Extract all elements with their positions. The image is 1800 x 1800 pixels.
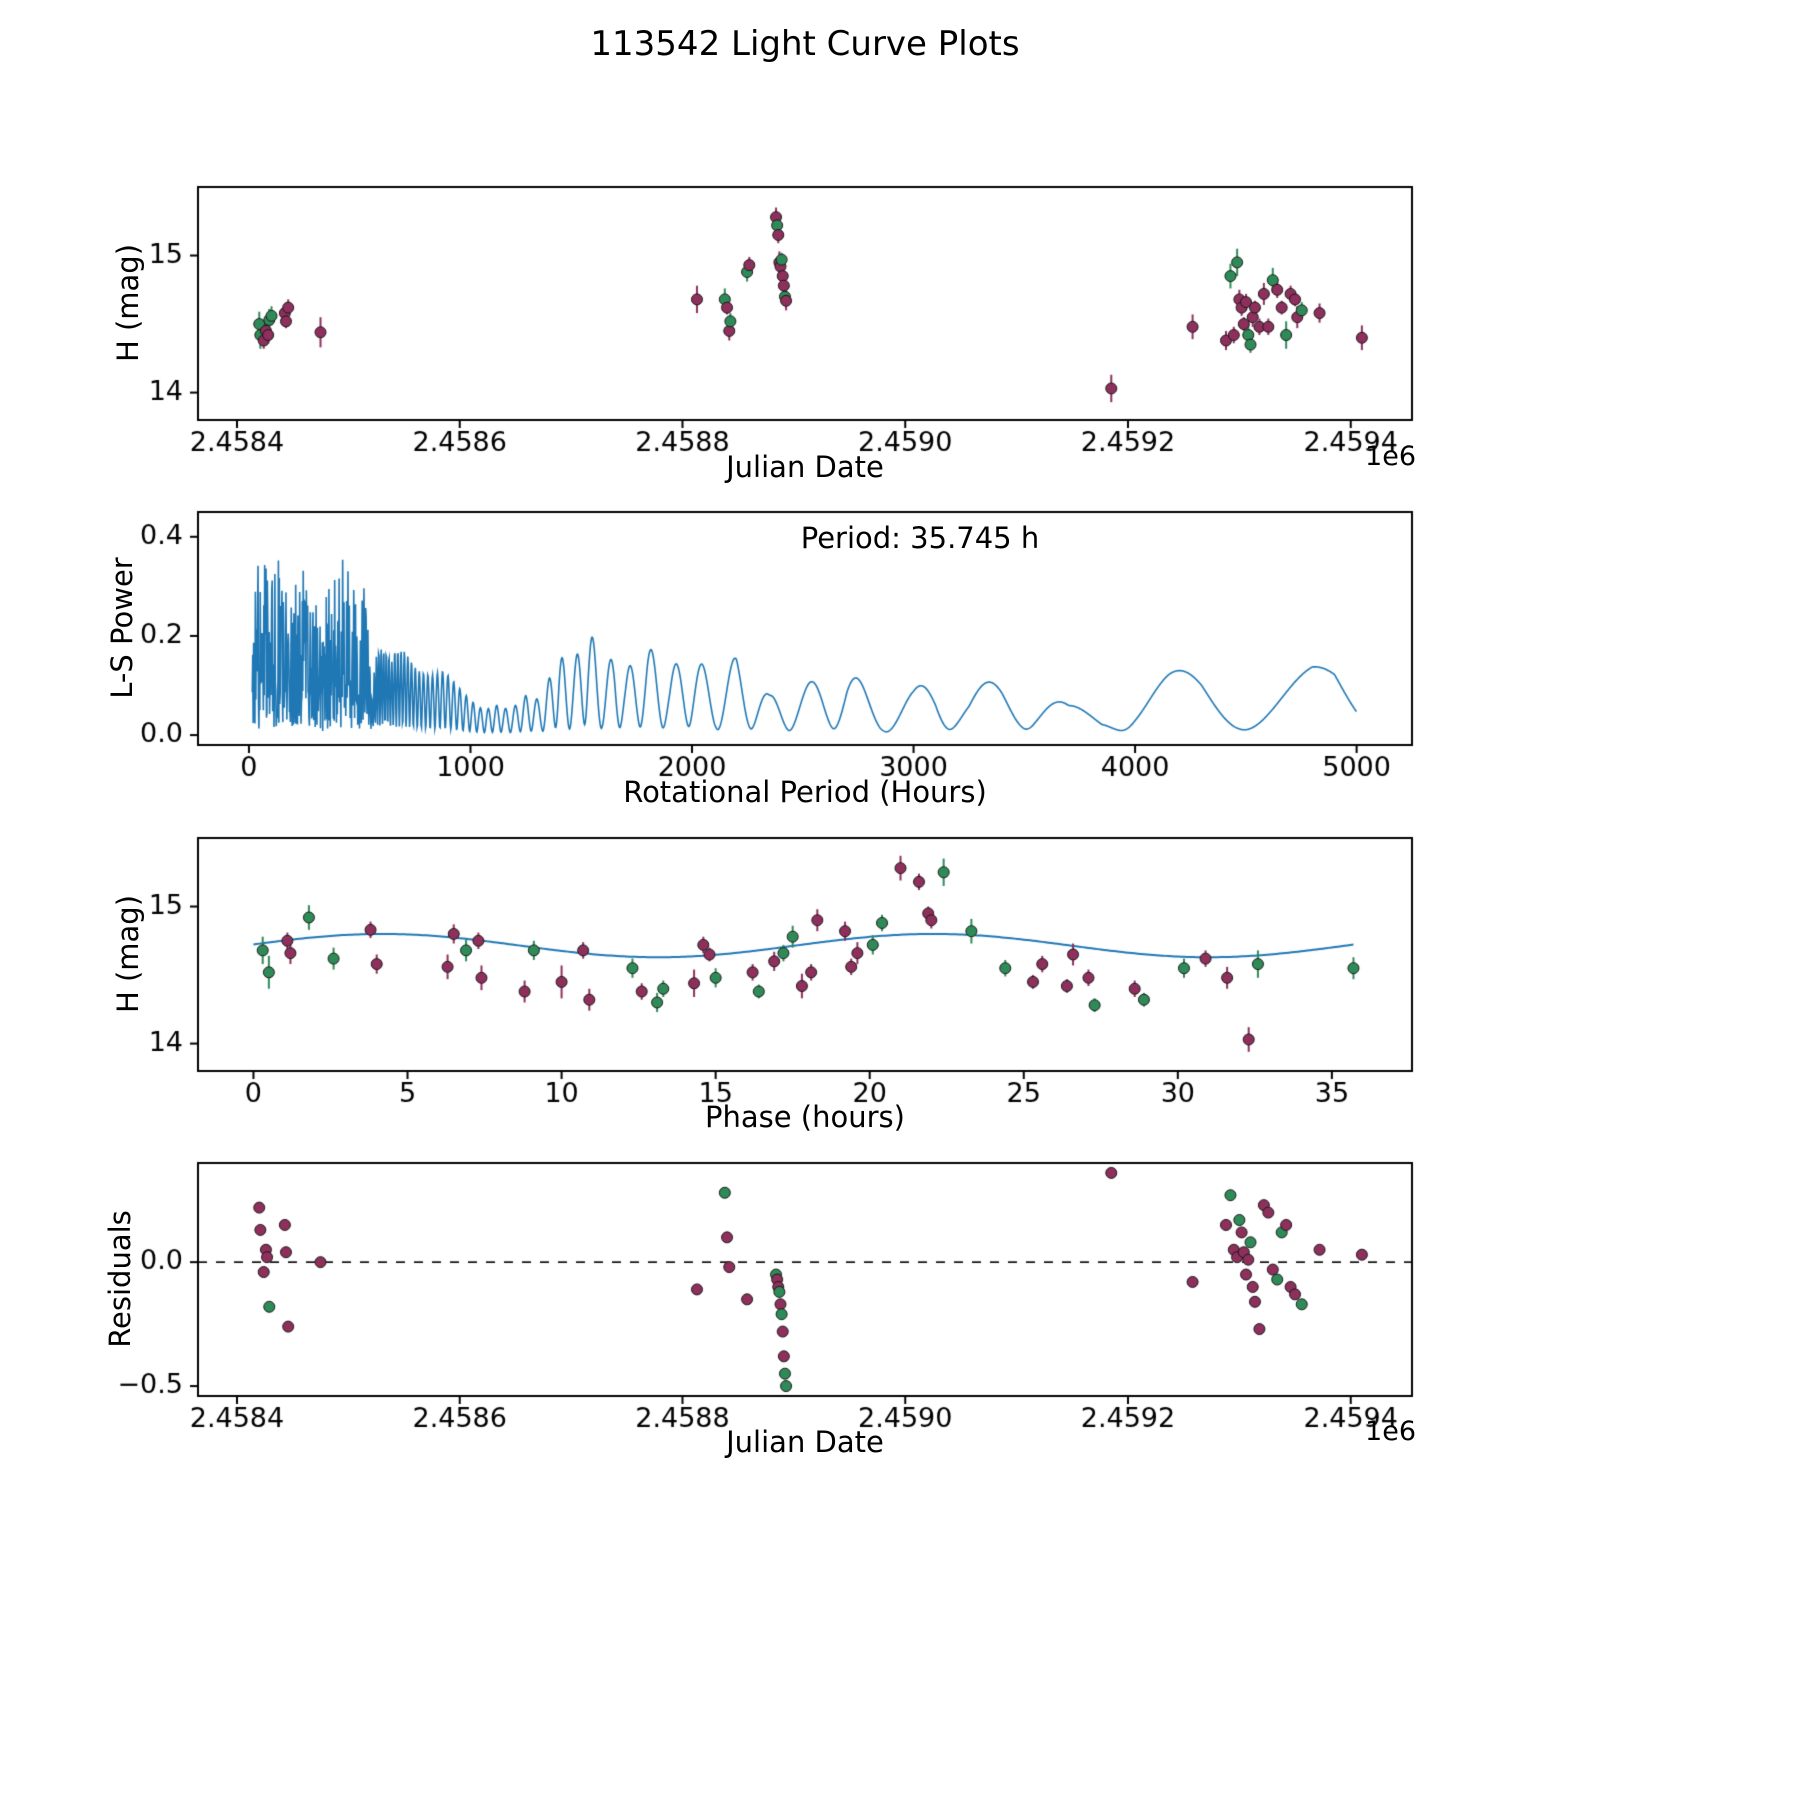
x-axis-label-rotational-period: Rotational Period (Hours) xyxy=(623,775,987,809)
y-axis-label-h-mag-top: H (mag) xyxy=(111,243,145,363)
x-axis-label-julian-date-top: Julian Date xyxy=(726,450,884,484)
light-curve-panel xyxy=(0,157,1800,467)
x-axis-offset-1e6-bottom: 1e6 xyxy=(1365,1416,1416,1447)
x-axis-label-phase-hours: Phase (hours) xyxy=(705,1100,905,1134)
phase-curve-panel xyxy=(0,808,1800,1118)
figure-title: 113542 Light Curve Plots xyxy=(590,24,1020,64)
period-annotation: Period: 35.745 h xyxy=(800,521,1040,555)
y-axis-label-h-mag-phase: H (mag) xyxy=(111,894,145,1014)
x-axis-label-julian-date-bottom: Julian Date xyxy=(726,1425,884,1459)
residuals-panel xyxy=(0,1133,1800,1443)
x-axis-offset-1e6-top: 1e6 xyxy=(1365,441,1416,472)
y-axis-label-ls-power: L-S Power xyxy=(105,557,139,699)
periodogram-panel xyxy=(0,482,1800,792)
y-axis-label-residuals: Residuals xyxy=(103,1210,137,1348)
